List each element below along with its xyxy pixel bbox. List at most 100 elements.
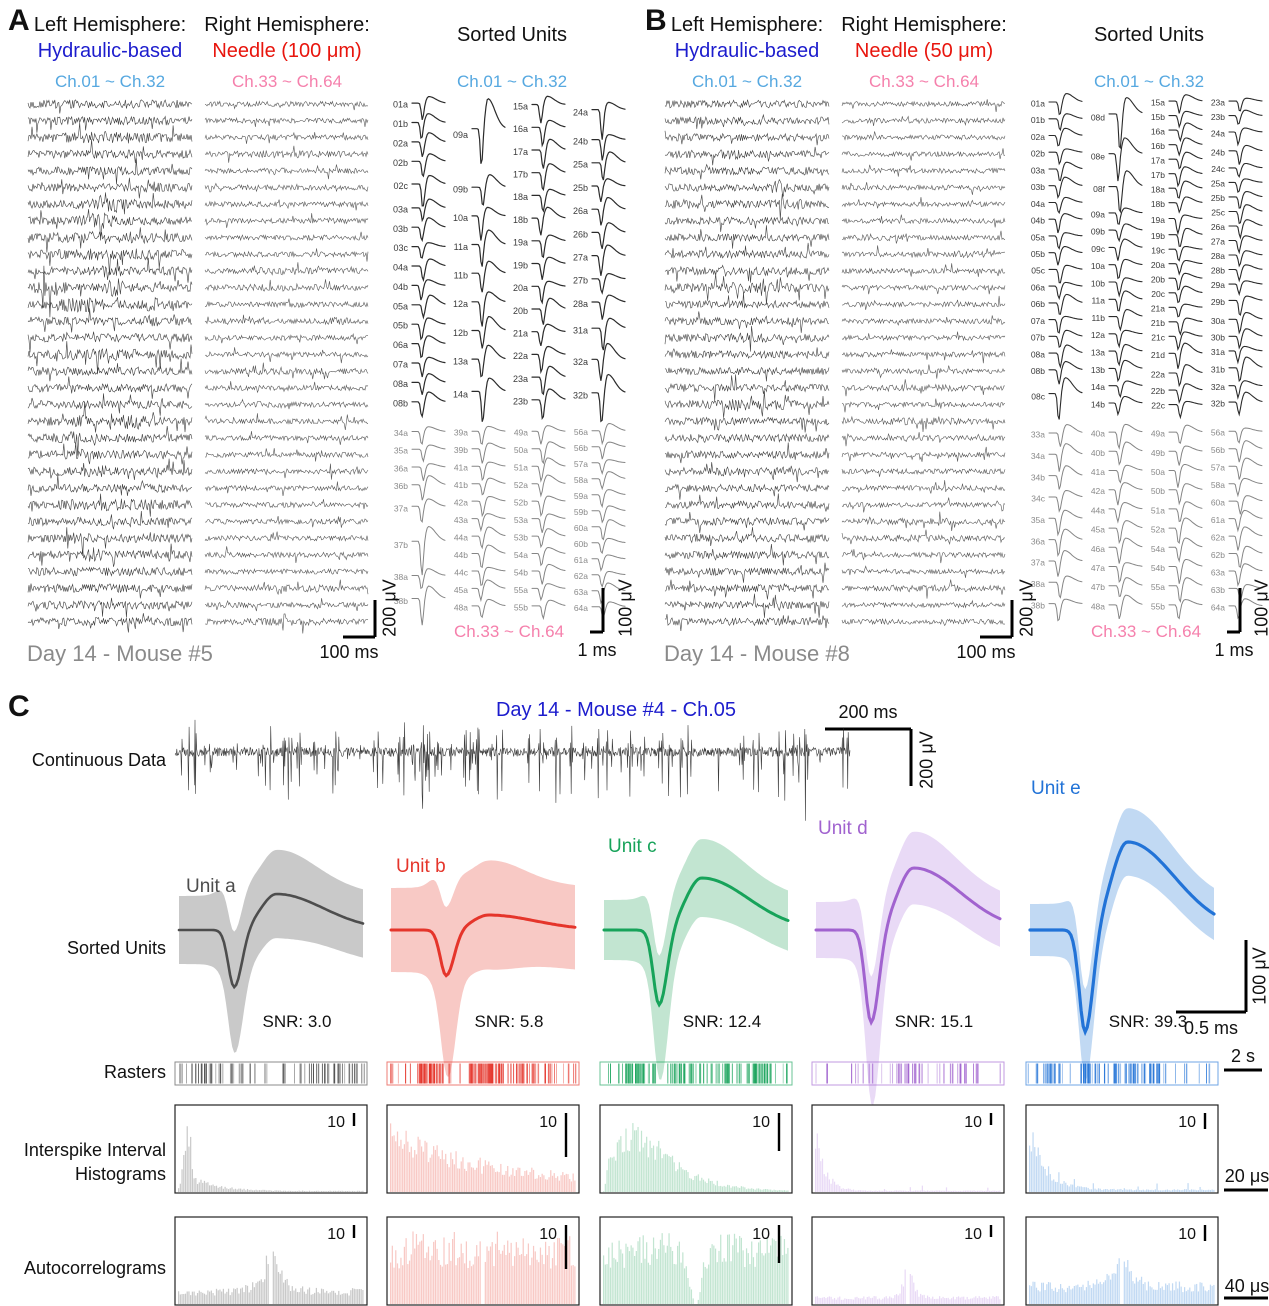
svg-text:10b: 10b [1091, 278, 1105, 288]
svg-text:24b: 24b [1211, 147, 1225, 157]
svg-text:15a: 15a [513, 101, 528, 111]
svg-text:51a: 51a [514, 463, 528, 473]
svg-text:10: 10 [539, 1114, 557, 1131]
svg-text:42a: 42a [454, 498, 468, 508]
svg-text:12a: 12a [1091, 330, 1105, 340]
svg-text:61a: 61a [574, 555, 588, 565]
panel-a-right-header: Right Hemisphere: [204, 14, 370, 36]
svg-text:25a: 25a [1211, 179, 1225, 189]
unit-d-label: Unit d [818, 818, 868, 839]
svg-text:58a: 58a [574, 475, 588, 485]
svg-text:01b: 01b [393, 119, 408, 129]
svg-text:48a: 48a [454, 602, 468, 612]
svg-text:05b: 05b [1031, 249, 1045, 259]
raster-e [1025, 1061, 1219, 1086]
isi-time-scale-label: 20 μs [1224, 1166, 1269, 1186]
svg-text:34b: 34b [1031, 472, 1045, 482]
svg-text:08c: 08c [1031, 391, 1045, 401]
svg-text:08d: 08d [1091, 112, 1105, 122]
unit-a-snr: SNR: 3.0 [262, 1012, 332, 1031]
svg-text:29b: 29b [1211, 297, 1225, 307]
row-label-sorted-units: Sorted Units [66, 938, 166, 958]
svg-text:11b: 11b [454, 270, 468, 280]
svg-text:03a: 03a [1031, 165, 1045, 175]
panel-b-left-channels: Ch.01 ~ Ch.32 [691, 72, 803, 91]
svg-text:44a: 44a [454, 532, 468, 542]
autocorrelogram-b: 10 [386, 1216, 580, 1306]
svg-text:60a: 60a [574, 523, 588, 533]
raster-c [599, 1061, 793, 1086]
svg-text:04b: 04b [1031, 216, 1045, 226]
panel-b-sorted-title: Sorted Units [1093, 24, 1205, 46]
svg-text:59b: 59b [574, 507, 588, 517]
svg-text:61a: 61a [1211, 515, 1225, 525]
scale-bars [343, 588, 1268, 1300]
unit-b-label: Unit b [396, 856, 446, 877]
svg-text:13a: 13a [453, 356, 468, 366]
svg-text:13b: 13b [1091, 365, 1105, 375]
row-label-autocorrelograms: Autocorrelograms [23, 1258, 166, 1278]
unit-volt-scale-label-c: 100 μV [1249, 947, 1269, 1005]
svg-text:08e: 08e [1091, 151, 1105, 161]
svg-text:22a: 22a [1151, 370, 1165, 380]
svg-text:39a: 39a [454, 428, 468, 438]
svg-text:18a: 18a [1151, 184, 1165, 194]
svg-text:05c: 05c [1031, 266, 1045, 276]
panel-a-label: A [8, 4, 30, 37]
unit-d-snr: SNR: 15.1 [894, 1012, 974, 1031]
svg-text:18a: 18a [513, 192, 528, 202]
svg-text:18b: 18b [513, 215, 528, 225]
svg-text:10: 10 [752, 1114, 770, 1131]
svg-text:14a: 14a [453, 389, 468, 399]
svg-text:09c: 09c [1091, 244, 1105, 254]
svg-text:27a: 27a [1211, 237, 1225, 247]
svg-text:63b: 63b [1211, 585, 1225, 595]
unit-waveform-b [389, 860, 577, 1078]
svg-text:56b: 56b [1211, 445, 1225, 455]
svg-text:28a: 28a [1211, 251, 1225, 261]
panel-b-unit-volt-scale-label: 100 μV [1251, 579, 1269, 637]
svg-text:28b: 28b [1211, 266, 1225, 276]
svg-text:17a: 17a [513, 147, 528, 157]
svg-text:01a: 01a [393, 100, 408, 110]
autocorrelogram-a: 10 [174, 1216, 368, 1306]
svg-text:35a: 35a [394, 446, 408, 456]
svg-text:24a: 24a [1211, 128, 1225, 138]
svg-text:05a: 05a [1031, 232, 1045, 242]
svg-text:02b: 02b [1031, 149, 1045, 159]
svg-text:32b: 32b [1211, 399, 1225, 409]
svg-text:19b: 19b [1151, 231, 1165, 241]
svg-text:38b: 38b [1031, 600, 1045, 610]
svg-text:10: 10 [964, 1114, 982, 1131]
svg-text:58a: 58a [1211, 480, 1225, 490]
unit-e-snr: SNR: 39.3 [1108, 1012, 1188, 1031]
row-label-isi-line1: Interspike Interval [23, 1140, 166, 1160]
svg-text:49a: 49a [514, 428, 528, 438]
svg-text:21c: 21c [1151, 332, 1165, 342]
svg-text:38b: 38b [394, 596, 408, 606]
svg-text:17b: 17b [1151, 170, 1165, 180]
svg-text:34a: 34a [394, 428, 408, 438]
unit-time-scale-label-c: 0.5 ms [1183, 1018, 1239, 1038]
panel-b-left-method: Hydraulic-based [674, 40, 820, 62]
panel-a-right-method: Needle (100 μm) [212, 40, 362, 62]
row-label-rasters: Rasters [103, 1062, 166, 1082]
svg-text:41a: 41a [1091, 467, 1105, 477]
svg-text:02a: 02a [393, 138, 408, 148]
autocorrelogram-c: 10 [599, 1216, 793, 1306]
svg-text:15a: 15a [1151, 97, 1165, 107]
panel-b-sorted-units: 01a 01b 02a 02b 03a 03b 04a 04b 05a 05b 05c 06a 06b 0… [1031, 93, 1263, 622]
svg-text:30a: 30a [1211, 316, 1225, 326]
svg-text:01b: 01b [1031, 115, 1045, 125]
svg-text:59a: 59a [574, 491, 588, 501]
panel-b-footer: Day 14 - Mouse #8 [664, 641, 850, 666]
svg-text:39b: 39b [454, 445, 468, 455]
svg-text:12a: 12a [453, 299, 468, 309]
svg-text:36a: 36a [394, 463, 408, 473]
svg-text:08a: 08a [1031, 349, 1045, 359]
svg-text:21d: 21d [1151, 350, 1165, 360]
svg-text:31b: 31b [1211, 364, 1225, 374]
svg-text:29a: 29a [1211, 280, 1225, 290]
svg-text:10: 10 [1178, 1226, 1196, 1243]
